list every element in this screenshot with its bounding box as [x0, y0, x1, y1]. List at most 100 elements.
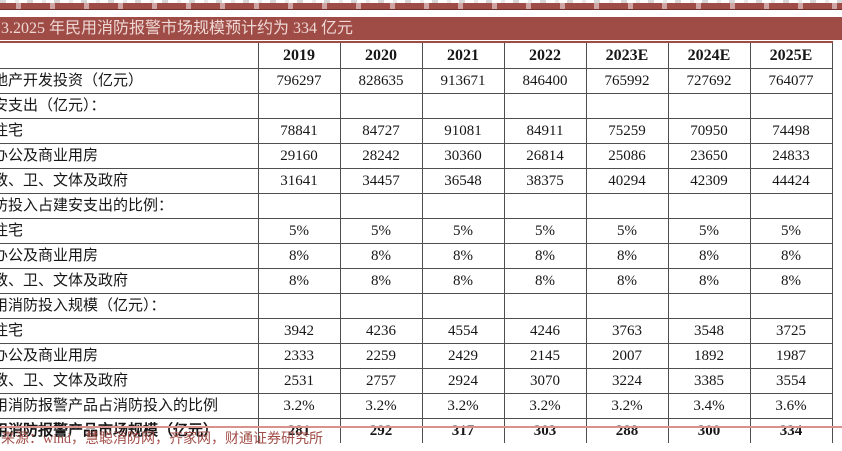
value-cell: 3554	[749, 368, 833, 394]
top-red-bar	[0, 3, 842, 10]
value-cell: 334	[749, 418, 833, 443]
row-label: 住宅	[0, 123, 24, 139]
value-cell: 3.2%	[585, 393, 669, 419]
value-cell: 8%	[339, 243, 423, 269]
value-cell: 2007	[585, 343, 669, 369]
row-label-cell: 用消防报警产品占消防投入的比例	[0, 393, 259, 419]
row-label: 办公及商业用房	[0, 248, 99, 264]
value-cell	[749, 193, 833, 219]
value-cell: 8%	[257, 268, 341, 294]
value-cell: 303	[503, 418, 587, 443]
value-cell	[503, 293, 587, 319]
year-header: 2024E	[667, 41, 751, 69]
table-row: 办公及商业用房 29160 28242 30360 26814 25086 23650 248…	[0, 143, 833, 169]
value-cell: 28242	[339, 143, 423, 169]
table-title: 3.2025 年民用消防报警市场规模预计约为 334 亿元	[0, 17, 842, 40]
table-row: 防投入占建安支出的比例：	[0, 193, 833, 219]
value-cell: 765992	[585, 68, 669, 94]
table-row: 地产开发投资（亿元） 796297 828635 913671 846400 765992…	[0, 68, 833, 94]
value-cell	[339, 93, 423, 119]
value-cell: 8%	[257, 243, 341, 269]
row-label-cell: 住宅	[0, 318, 259, 344]
value-cell: 8%	[503, 243, 587, 269]
table-row: 办公及商业用房 8% 8% 8% 8% 8% 8% 8%	[0, 243, 833, 269]
value-cell: 24833	[749, 143, 833, 169]
value-cell: 3.2%	[421, 393, 505, 419]
value-cell: 5%	[749, 218, 833, 244]
value-cell: 5%	[667, 218, 751, 244]
value-cell	[421, 193, 505, 219]
value-cell: 3224	[585, 368, 669, 394]
table-row: 教、卫、文体及政府 31641 34457 36548 38375 40294 42309 4…	[0, 168, 833, 194]
value-cell	[585, 193, 669, 219]
value-cell	[257, 93, 341, 119]
value-cell: 3.2%	[339, 393, 423, 419]
value-cell: 3763	[585, 318, 669, 344]
value-cell: 3385	[667, 368, 751, 394]
value-cell: 5%	[503, 218, 587, 244]
table-row: 教、卫、文体及政府 8% 8% 8% 8% 8% 8% 8%	[0, 268, 833, 294]
row-label-cell: 防投入占建安支出的比例：	[0, 193, 259, 219]
value-cell	[339, 293, 423, 319]
value-cell: 38375	[503, 168, 587, 194]
row-label: 安支出（亿元）：	[0, 98, 106, 114]
row-label: 教、卫、文体及政府	[0, 373, 129, 389]
value-cell: 34457	[339, 168, 423, 194]
value-cell: 8%	[667, 268, 751, 294]
value-cell: 5%	[585, 218, 669, 244]
value-cell: 44424	[749, 168, 833, 194]
value-cell: 70950	[667, 118, 751, 144]
value-cell: 3.2%	[257, 393, 341, 419]
value-cell	[749, 93, 833, 119]
value-cell: 300	[667, 418, 751, 443]
table-row: 办公及商业用房 2333 2259 2429 2145 2007 1892 1987	[0, 343, 833, 369]
row-label: 教、卫、文体及政府	[0, 273, 129, 289]
value-cell: 26814	[503, 143, 587, 169]
value-cell: 8%	[503, 268, 587, 294]
value-cell: 5%	[421, 218, 505, 244]
value-cell: 30360	[421, 143, 505, 169]
value-cell	[667, 93, 751, 119]
value-cell: 3070	[503, 368, 587, 394]
table-row: 用消防投入规模（亿元）：	[0, 293, 833, 319]
value-cell: 3548	[667, 318, 751, 344]
value-cell: 2429	[421, 343, 505, 369]
row-label: 用消防报警产品占消防投入的比例	[0, 398, 219, 414]
value-cell: 2145	[503, 343, 587, 369]
value-cell: 2757	[339, 368, 423, 394]
row-label-cell: 教、卫、文体及政府	[0, 268, 259, 294]
table-row: 住宅5%5%5%5%5%5%5%	[0, 218, 833, 244]
value-cell: 3725	[749, 318, 833, 344]
row-label-cell: 地产开发投资（亿元）	[0, 68, 259, 94]
value-cell: 23650	[667, 143, 751, 169]
value-cell: 764077	[749, 68, 833, 94]
clipped-text-strip	[0, 0, 842, 3]
row-label: 办公及商业用房	[0, 348, 99, 364]
value-cell: 3.6%	[749, 393, 833, 419]
value-cell: 8%	[585, 243, 669, 269]
value-cell: 2924	[421, 368, 505, 394]
value-cell: 846400	[503, 68, 587, 94]
row-label: 住宅	[0, 323, 24, 339]
row-label: 办公及商业用房	[0, 148, 99, 164]
value-cell: 40294	[585, 168, 669, 194]
value-cell: 727692	[667, 68, 751, 94]
table-header-row: 2019 2020 2021 2022 2023E 2024E 2025E	[0, 41, 833, 69]
value-cell	[667, 293, 751, 319]
value-cell: 36548	[421, 168, 505, 194]
value-cell: 1892	[667, 343, 751, 369]
value-cell: 42309	[667, 168, 751, 194]
value-cell: 288	[585, 418, 669, 443]
value-cell: 292	[339, 418, 423, 443]
table-row: 安支出（亿元）：	[0, 93, 833, 119]
value-cell: 8%	[421, 268, 505, 294]
value-cell: 2259	[339, 343, 423, 369]
market-forecast-table: 2019 2020 2021 2022 2023E 2024E 2025E 地产开发投资（亿…	[0, 41, 833, 443]
value-cell: 3.4%	[667, 393, 751, 419]
value-cell: 8%	[749, 268, 833, 294]
value-cell: 31641	[257, 168, 341, 194]
value-cell	[421, 93, 505, 119]
value-cell: 8%	[339, 268, 423, 294]
